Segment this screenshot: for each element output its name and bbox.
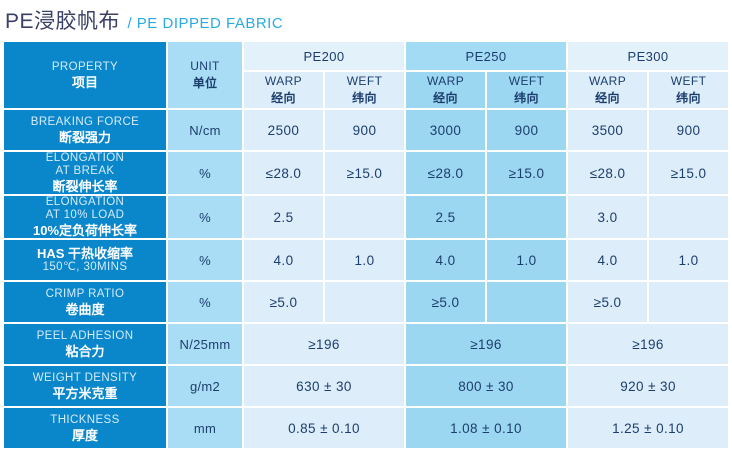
cell-pe300-weft: 900 xyxy=(649,110,729,150)
row-elongation-at-10-load: ELONGATION AT 10% LOAD 10%定负荷伸长率 % 2.5 2… xyxy=(4,196,729,238)
row-has-heat-shrinkage: HAS 干热收缩率 150℃, 30MINS % 4.0 1.0 4.0 1.0… xyxy=(4,240,729,280)
header-unit: UNIT 单位 xyxy=(168,42,242,108)
cell-pe200-weft: ≥15.0 xyxy=(325,152,405,194)
header-unit-en: UNIT xyxy=(190,59,220,73)
cell-pe200-warp: 2.5 xyxy=(244,196,323,238)
cell-pe250-warp: ≥5.0 xyxy=(406,282,486,322)
cell-pe250-weft: 900 xyxy=(487,110,567,150)
header-unit-zh: 单位 xyxy=(192,76,218,90)
cell-pe300-warp: ≥5.0 xyxy=(568,282,648,322)
header-group-pe300: PE300 xyxy=(568,42,729,70)
cell-unit: N/25mm xyxy=(168,324,242,364)
spec-table: PROPERTY 项目 UNIT 单位 PE200 PE250 PE300 WA… xyxy=(2,40,730,450)
cell-pe200-merged: 0.85 ± 0.10 xyxy=(244,408,405,448)
cell-pe300-weft: ≥15.0 xyxy=(649,152,729,194)
cell-pe300-weft: 1.0 xyxy=(649,240,729,280)
cell-unit: % xyxy=(168,152,242,194)
cell-property: CRIMP RATIO 卷曲度 xyxy=(4,282,166,322)
header-pe200-weft: WEFT 纬向 xyxy=(325,72,405,108)
cell-pe250-warp: ≤28.0 xyxy=(406,152,486,194)
cell-property: BREAKING FORCE 断裂强力 xyxy=(4,110,166,150)
cell-pe300-weft xyxy=(649,282,729,322)
cell-unit: g/m2 xyxy=(168,366,242,406)
cell-pe200-weft xyxy=(325,282,405,322)
header-property: PROPERTY 项目 xyxy=(4,42,166,108)
row-breaking-force: BREAKING FORCE 断裂强力 N/cm 2500 900 3000 9… xyxy=(4,110,729,150)
cell-pe300-warp: 4.0 xyxy=(568,240,648,280)
cell-pe300-warp: 3500 xyxy=(568,110,648,150)
cell-property: HAS 干热收缩率 150℃, 30MINS xyxy=(4,240,166,280)
cell-pe250-weft: 1.0 xyxy=(487,240,567,280)
row-weight-density: WEIGHT DENSITY 平方米克重 g/m2 630 ± 30 800 ±… xyxy=(4,366,729,406)
header-property-en: PROPERTY xyxy=(51,60,119,73)
cell-property: THICKNESS 厚度 xyxy=(4,408,166,448)
cell-pe300-merged: 920 ± 30 xyxy=(568,366,729,406)
cell-pe250-merged: 1.08 ± 0.10 xyxy=(406,408,567,448)
header-property-zh: 项目 xyxy=(71,74,98,90)
cell-pe250-weft xyxy=(487,196,567,238)
cell-property: WEIGHT DENSITY 平方米克重 xyxy=(4,366,166,406)
cell-pe250-merged: ≥196 xyxy=(406,324,567,364)
cell-pe300-weft xyxy=(649,196,729,238)
header-pe250-warp: WARP 经向 xyxy=(406,72,486,108)
cell-pe250-weft: ≥15.0 xyxy=(487,152,567,194)
header-row-warp-weft: WARP 经向 WEFT 纬向 WARP 经向 WEFT 纬向 WARP 经向 … xyxy=(4,72,729,108)
cell-pe300-warp: 3.0 xyxy=(568,196,648,238)
cell-unit: % xyxy=(168,282,242,322)
cell-property: PEEL ADHESION 粘合力 xyxy=(4,324,166,364)
cell-pe300-merged: ≥196 xyxy=(568,324,729,364)
cell-pe200-weft: 900 xyxy=(325,110,405,150)
cell-property: ELONGATION AT 10% LOAD 10%定负荷伸长率 xyxy=(4,196,166,238)
header-pe250-weft: WEFT 纬向 xyxy=(487,72,567,108)
cell-unit: % xyxy=(168,240,242,280)
row-peel-adhesion: PEEL ADHESION 粘合力 N/25mm ≥196 ≥196 ≥196 xyxy=(4,324,729,364)
title-english: / PE DIPPED FABRIC xyxy=(127,15,284,32)
cell-pe200-weft xyxy=(325,196,405,238)
cell-pe200-warp: 4.0 xyxy=(244,240,323,280)
header-group-pe250: PE250 xyxy=(406,42,567,70)
header-group-pe200: PE200 xyxy=(244,42,405,70)
header-pe300-weft: WEFT 纬向 xyxy=(649,72,729,108)
cell-unit: mm xyxy=(168,408,242,448)
cell-pe200-warp: ≥5.0 xyxy=(244,282,323,322)
header-pe300-warp: WARP 经向 xyxy=(568,72,648,108)
row-thickness: THICKNESS 厚度 mm 0.85 ± 0.10 1.08 ± 0.10 … xyxy=(4,408,729,448)
cell-pe250-warp: 2.5 xyxy=(406,196,486,238)
cell-pe200-merged: ≥196 xyxy=(244,324,405,364)
row-crimp-ratio: CRIMP RATIO 卷曲度 % ≥5.0 ≥5.0 ≥5.0 xyxy=(4,282,729,322)
cell-pe200-warp: ≤28.0 xyxy=(244,152,323,194)
cell-pe250-merged: 800 ± 30 xyxy=(406,366,567,406)
cell-pe200-merged: 630 ± 30 xyxy=(244,366,405,406)
header-pe200-warp: WARP 经向 xyxy=(244,72,323,108)
cell-pe250-weft xyxy=(487,282,567,322)
cell-pe300-merged: 1.25 ± 0.10 xyxy=(568,408,729,448)
page-title: PE浸胶帆布 / PE DIPPED FABRIC xyxy=(0,0,732,35)
cell-pe250-warp: 4.0 xyxy=(406,240,486,280)
cell-property: ELONGATION AT BREAK 断裂伸长率 xyxy=(4,152,166,194)
cell-pe200-weft: 1.0 xyxy=(325,240,405,280)
cell-unit: N/cm xyxy=(168,110,242,150)
cell-unit: % xyxy=(168,196,242,238)
header-row-groups: PROPERTY 项目 UNIT 单位 PE200 PE250 PE300 xyxy=(4,42,729,108)
cell-pe200-warp: 2500 xyxy=(244,110,323,150)
cell-pe300-warp: ≤28.0 xyxy=(568,152,648,194)
cell-pe250-warp: 3000 xyxy=(406,110,486,150)
title-chinese: PE浸胶帆布 xyxy=(5,10,121,33)
row-elongation-at-break: ELONGATION AT BREAK 断裂伸长率 % ≤28.0 ≥15.0 … xyxy=(4,152,729,194)
